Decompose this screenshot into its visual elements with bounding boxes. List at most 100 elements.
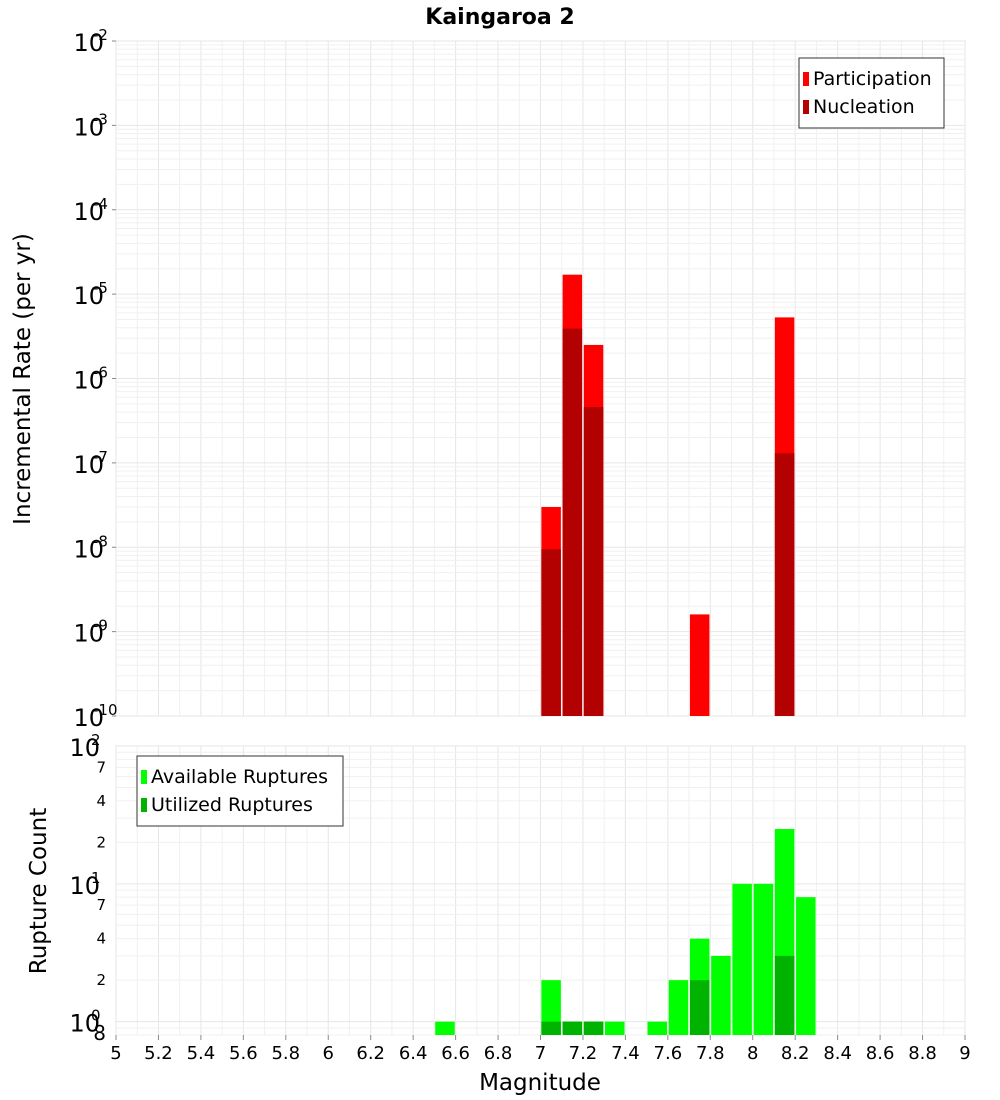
bar-available-ruptures xyxy=(541,980,561,1035)
y-tick-base: 10 xyxy=(73,620,104,648)
x-tick-label: 6.2 xyxy=(356,1043,385,1064)
bar-available-ruptures xyxy=(796,897,816,1035)
y-tick-label: 10-10 xyxy=(73,701,117,732)
x-tick-label: 6.8 xyxy=(484,1043,513,1064)
y-tick-exponent: -6 xyxy=(93,364,108,382)
legend-box xyxy=(136,755,344,827)
y-tick-base: 10 xyxy=(73,113,104,141)
y-tick-base: 10 xyxy=(73,282,104,310)
y-tick-exponent: -7 xyxy=(93,448,108,466)
y-tick-base: 10 xyxy=(73,367,104,395)
x-tick-label: 8.4 xyxy=(823,1043,852,1064)
bar-available-ruptures xyxy=(711,955,731,1035)
y-tick-exponent: -2 xyxy=(93,26,108,44)
y-tick-minor-label: 7 xyxy=(96,896,106,914)
y-tick-exponent: -9 xyxy=(93,617,108,635)
x-tick-label: 8.6 xyxy=(866,1043,895,1064)
y-tick-base: 10 xyxy=(69,1010,100,1038)
bar-available-ruptures xyxy=(668,980,689,1035)
x-tick-label: 5.8 xyxy=(271,1043,300,1064)
x-tick-label: 9 xyxy=(959,1043,970,1064)
bar-nucleation xyxy=(541,549,561,716)
y-tick-label: 10-5 xyxy=(73,279,116,310)
legend-label: Utilized Ruptures xyxy=(151,794,313,816)
x-tick-label: 7.6 xyxy=(654,1043,683,1064)
legend-entry: Available Ruptures xyxy=(141,766,328,788)
rate-y-axis-label: Incremental Rate (per yr) xyxy=(10,233,36,525)
bar-nucleation xyxy=(583,406,604,716)
y-tick-exponent: -10 xyxy=(93,701,118,719)
x-tick-label: 7.2 xyxy=(569,1043,598,1064)
y-tick-minor-label: 2 xyxy=(96,833,106,851)
x-tick-label: 5.2 xyxy=(144,1043,173,1064)
x-tick-label: 8 xyxy=(747,1043,758,1064)
y-tick-base: 10 xyxy=(69,734,100,762)
bar-utilized-ruptures xyxy=(774,955,795,1035)
legend-swatch xyxy=(803,100,809,114)
bar-utilized-ruptures xyxy=(689,980,710,1035)
count-bars xyxy=(435,828,816,1035)
legend-box xyxy=(798,57,945,129)
bar-available-ruptures xyxy=(435,1021,455,1035)
bar-available-ruptures xyxy=(753,883,774,1035)
bar-nucleation xyxy=(562,328,583,716)
y-tick-label: 101 xyxy=(69,869,100,900)
legend-entry: Participation xyxy=(803,68,932,90)
y-tick-exponent: -4 xyxy=(93,195,108,213)
y-tick-exponent: 0 xyxy=(91,1007,101,1025)
x-tick-label: 7.4 xyxy=(611,1043,640,1064)
legend-swatch xyxy=(803,72,809,86)
rate-legend: Participation Nucleation xyxy=(798,57,945,129)
count-y-axis-label: Rupture Count xyxy=(26,808,52,974)
x-tick-label: 6.4 xyxy=(399,1043,428,1064)
y-tick-base: 10 xyxy=(69,872,100,900)
y-tick-base: 10 xyxy=(73,704,104,732)
legend-label: Available Ruptures xyxy=(151,766,328,788)
y-tick-minor-label: 2 xyxy=(96,971,106,989)
bar-utilized-ruptures xyxy=(562,1021,583,1035)
y-tick-exponent: -5 xyxy=(93,279,108,297)
rate-grid xyxy=(115,40,966,717)
y-tick-exponent: -8 xyxy=(93,532,108,550)
count-legend: Available Ruptures Utilized Ruptures xyxy=(136,755,344,827)
y-tick-label: 102 xyxy=(69,731,100,762)
y-tick-label: 10-2 xyxy=(73,26,116,57)
bar-available-ruptures xyxy=(732,883,752,1035)
y-tick-exponent: 2 xyxy=(91,731,101,749)
y-tick-label: 10-7 xyxy=(73,448,116,479)
y-tick-label: 10-6 xyxy=(73,364,116,395)
x-axis-label: Magnitude xyxy=(479,1070,601,1096)
legend-label: Nucleation xyxy=(813,96,915,118)
y-tick-exponent: -3 xyxy=(93,110,108,128)
y-tick-base: 10 xyxy=(73,29,104,57)
legend-label: Participation xyxy=(813,68,932,90)
chart-title: Kaingaroa 2 xyxy=(425,5,574,30)
legend-swatch xyxy=(141,770,147,784)
bar-available-ruptures xyxy=(605,1021,625,1035)
legend-swatch xyxy=(141,798,147,812)
x-tick-label: 5 xyxy=(110,1043,121,1064)
y-tick-label: 10-3 xyxy=(73,110,116,141)
x-tick-label: 8.8 xyxy=(908,1043,937,1064)
x-tick-label: 7.8 xyxy=(696,1043,725,1064)
y-tick-label: 10-4 xyxy=(73,195,116,226)
bar-participation xyxy=(689,614,710,716)
bar-available-ruptures xyxy=(647,1021,667,1035)
rate-bars xyxy=(541,274,795,716)
y-tick-base: 10 xyxy=(73,451,104,479)
y-tick-exponent: 1 xyxy=(91,869,101,887)
x-tick-label: 8.2 xyxy=(781,1043,810,1064)
y-tick-minor-label: 8 xyxy=(93,1021,106,1045)
y-tick-base: 10 xyxy=(73,198,104,226)
y-tick-label: 10-9 xyxy=(73,617,116,648)
y-tick-label: 100 xyxy=(69,1007,100,1038)
y-tick-minor-label: 4 xyxy=(96,792,106,810)
x-tick-label: 5.4 xyxy=(187,1043,216,1064)
x-tick-label: 6 xyxy=(323,1043,334,1064)
bar-utilized-ruptures xyxy=(541,1021,561,1035)
